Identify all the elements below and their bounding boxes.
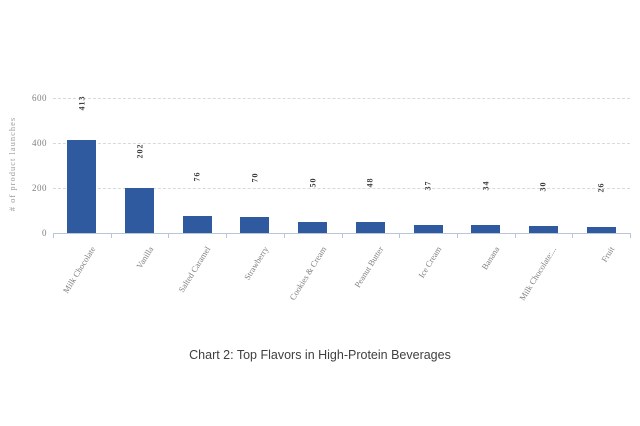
gridline	[53, 188, 630, 189]
y-tick-label: 0	[42, 228, 47, 238]
y-tick-label: 600	[32, 93, 47, 103]
x-tick-mark	[283, 233, 285, 238]
bar	[182, 215, 212, 233]
bar	[528, 226, 558, 233]
bar-value-label: 413	[77, 95, 87, 111]
y-tick-label: 400	[32, 138, 47, 148]
x-category-label: Milk Chocolate	[60, 244, 98, 295]
x-tick-mark	[572, 233, 574, 238]
gridline	[53, 143, 630, 144]
x-tick-mark	[514, 233, 516, 238]
x-tick-mark	[399, 233, 401, 238]
bar	[355, 222, 385, 233]
bar-value-label: 37	[423, 180, 433, 191]
x-category-label: Ice Cream	[416, 244, 444, 280]
bar-value-label: 26	[596, 182, 606, 193]
bar-value-label: 70	[250, 172, 260, 183]
bar-value-label: 76	[192, 171, 202, 182]
x-tick-mark	[630, 233, 631, 238]
x-tick-mark	[53, 233, 54, 238]
bar	[298, 221, 328, 233]
x-category-label: Milk Chocolate:...	[517, 244, 559, 303]
bar	[413, 224, 443, 233]
x-tick-mark	[456, 233, 458, 238]
y-tick-label: 200	[32, 183, 47, 193]
gridline	[53, 98, 630, 99]
x-category-label: Vanilla	[133, 244, 155, 271]
x-tick-mark	[226, 233, 228, 238]
x-tick-mark	[110, 233, 112, 238]
bar-value-label: 30	[538, 181, 548, 192]
bar-value-label: 50	[308, 177, 318, 188]
bar	[240, 217, 270, 233]
y-axis-title: # of product launches	[7, 116, 17, 212]
chart-caption: Chart 2: Top Flavors in High-Protein Bev…	[189, 348, 451, 362]
bar	[586, 227, 616, 233]
bar-value-label: 48	[365, 177, 375, 188]
bar	[125, 187, 155, 233]
bar	[471, 225, 501, 233]
x-category-label: Cookies & Cream	[286, 244, 328, 302]
bar-value-label: 34	[481, 180, 491, 191]
x-category-label: Salted Caramel	[176, 244, 213, 295]
x-category-label: Strawberry	[241, 244, 271, 282]
x-tick-mark	[168, 233, 170, 238]
x-category-label: Peanut Butter	[352, 244, 386, 290]
bar-value-label: 202	[135, 143, 145, 159]
x-category-label: Fruit	[599, 244, 617, 264]
x-category-label: Banana	[479, 244, 502, 272]
bar	[67, 140, 97, 233]
x-tick-mark	[341, 233, 343, 238]
